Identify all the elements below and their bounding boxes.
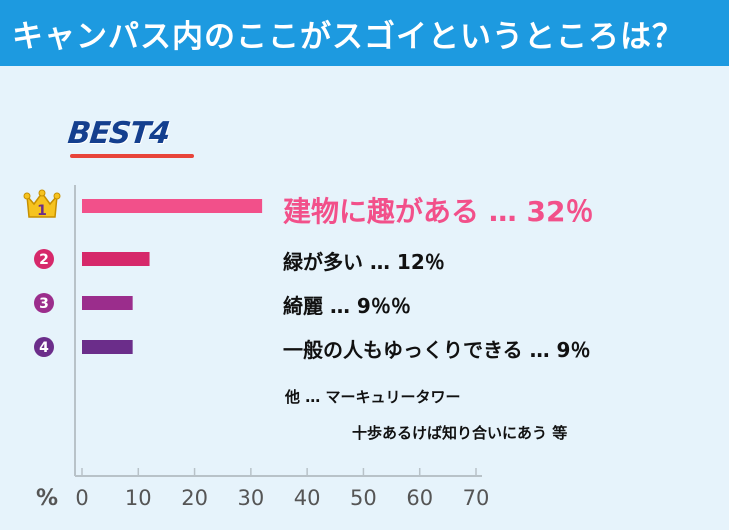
- rank-number-2: 2: [39, 252, 49, 268]
- x-tick-label: 10: [125, 486, 152, 510]
- rank-badge-2: [34, 249, 54, 269]
- x-tick-label: 40: [294, 486, 321, 510]
- bar-rank3: [82, 296, 133, 310]
- best-badge-underline: [70, 154, 194, 158]
- page-title: キャンパス内のここがスゴイというところは？: [12, 18, 684, 55]
- header-bar: キャンパス内のここがスゴイというところは？: [0, 0, 729, 66]
- crown-jewel: [23, 192, 31, 200]
- rank-number-1: 1: [37, 203, 47, 219]
- x-tick-label: 50: [350, 486, 377, 510]
- rank-badge-4: [34, 337, 54, 357]
- x-tick-label: 60: [406, 486, 433, 510]
- crown-jewel: [53, 192, 61, 200]
- other-answers-line2: 十歩あるけば知り合いにあう 等: [352, 424, 568, 442]
- bar-rank2: [82, 252, 150, 266]
- rank-number-3: 3: [39, 296, 49, 312]
- x-tick-label: 0: [75, 486, 88, 510]
- bar-label-rank3: 綺麗 … 9％％: [283, 294, 411, 318]
- x-tick-label: 30: [237, 486, 264, 510]
- crown-icon: [26, 191, 58, 218]
- x-axis-unit: %: [36, 486, 58, 511]
- bar-label-rank4: 一般の人もゆっくりできる … 9％: [283, 338, 591, 362]
- rank-number-4: 4: [39, 340, 49, 356]
- other-answers-line1: 他 … マーキュリータワー: [285, 388, 461, 406]
- x-tick-label: 20: [181, 486, 208, 510]
- bar-label-rank1: 建物に趣がある … 32％: [283, 195, 594, 228]
- rank-badge-3: [34, 293, 54, 313]
- x-tick-label: 70: [463, 486, 490, 510]
- bar-rank4: [82, 340, 133, 354]
- bar-label-rank2: 緑が多い … 12％: [283, 250, 445, 274]
- bar-rank1: [82, 199, 263, 213]
- crown-jewel: [38, 189, 46, 197]
